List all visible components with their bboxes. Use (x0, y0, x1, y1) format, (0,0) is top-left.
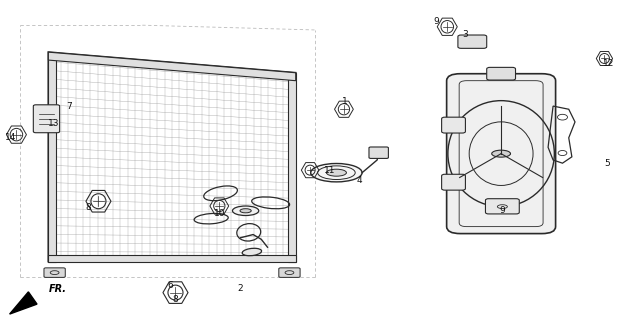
FancyBboxPatch shape (279, 268, 300, 277)
Ellipse shape (240, 209, 251, 213)
FancyBboxPatch shape (486, 199, 520, 214)
Text: 6: 6 (167, 281, 174, 290)
Text: 11: 11 (324, 166, 335, 175)
Text: 14: 14 (5, 133, 16, 142)
Text: 5: 5 (604, 159, 611, 168)
Ellipse shape (311, 164, 362, 182)
Polygon shape (48, 52, 296, 81)
Text: 9: 9 (433, 17, 439, 26)
Polygon shape (48, 255, 296, 261)
FancyBboxPatch shape (487, 68, 516, 80)
Text: 7: 7 (66, 101, 72, 111)
Text: 10: 10 (214, 209, 225, 219)
Text: 12: 12 (603, 59, 615, 68)
Ellipse shape (326, 169, 347, 176)
FancyBboxPatch shape (44, 268, 65, 277)
FancyBboxPatch shape (369, 147, 388, 158)
Ellipse shape (492, 150, 511, 157)
Text: 9: 9 (499, 206, 505, 215)
Text: 8: 8 (172, 295, 179, 304)
Text: 1: 1 (342, 97, 347, 106)
FancyBboxPatch shape (447, 74, 555, 234)
Text: 13: 13 (48, 119, 59, 128)
Text: 4: 4 (357, 176, 362, 185)
Polygon shape (48, 52, 56, 261)
Polygon shape (9, 292, 37, 314)
Text: 2: 2 (238, 284, 243, 293)
Ellipse shape (233, 206, 259, 215)
FancyBboxPatch shape (33, 105, 60, 133)
Polygon shape (288, 73, 296, 261)
FancyBboxPatch shape (458, 35, 487, 48)
Text: 3: 3 (462, 30, 468, 39)
Ellipse shape (242, 248, 262, 256)
FancyBboxPatch shape (442, 174, 465, 190)
FancyBboxPatch shape (442, 117, 465, 133)
Text: 8: 8 (85, 203, 91, 212)
Text: FR.: FR. (48, 284, 66, 294)
